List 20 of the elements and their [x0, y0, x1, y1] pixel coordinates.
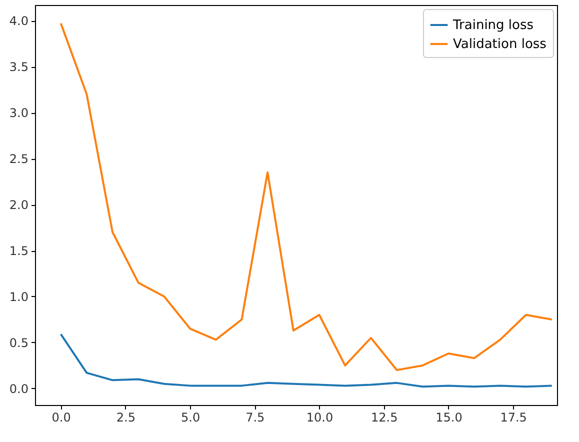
- x-tick-label: 15.0: [436, 410, 462, 424]
- x-tick-label: 17.5: [500, 410, 527, 424]
- y-tick-label: 1.0: [9, 290, 28, 304]
- legend-label: Validation loss: [453, 37, 547, 52]
- y-tick-label: 0.0: [9, 382, 28, 396]
- x-tick-label: 0.0: [52, 410, 71, 424]
- y-tick-label: 0.5: [9, 336, 28, 350]
- x-tick-label: 7.5: [246, 410, 265, 424]
- x-tick-label: 2.5: [116, 410, 136, 424]
- x-tick-label: 12.5: [371, 410, 398, 424]
- y-tick-label: 4.0: [9, 14, 28, 28]
- legend-label: Training loss: [452, 18, 534, 33]
- y-tick-label: 2.5: [9, 152, 28, 166]
- y-tick-label: 3.0: [9, 106, 28, 120]
- y-tick-label: 3.5: [9, 60, 28, 74]
- x-tick-label: 10.0: [306, 410, 334, 424]
- line-series: [60, 333, 553, 388]
- y-tick-label: 2.0: [9, 198, 28, 212]
- x-tick-label: 5.0: [181, 410, 200, 424]
- y-tick-label: 1.5: [9, 244, 28, 258]
